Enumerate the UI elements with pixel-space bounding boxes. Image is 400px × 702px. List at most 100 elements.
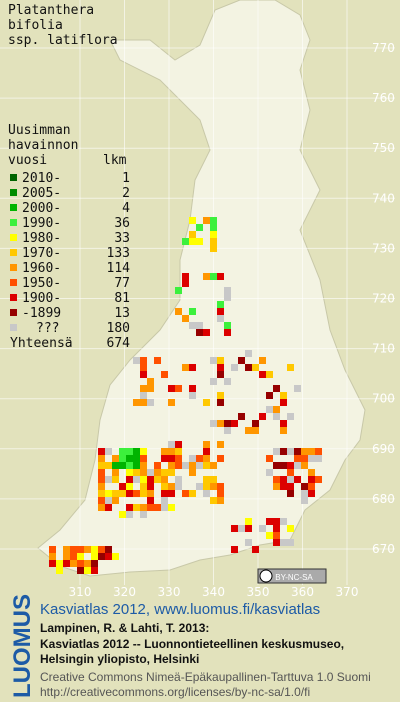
occurrence-square: [238, 525, 245, 532]
x-tick-label: 360: [291, 585, 314, 599]
occurrence-square: [280, 462, 287, 469]
license-text: Creative Commons Nimeä-Epäkaupallinen-Ta…: [40, 670, 371, 684]
legend-label: 1950-: [22, 276, 61, 291]
occurrence-square: [217, 483, 224, 490]
occurrence-square: [126, 511, 133, 518]
occurrence-square: [175, 455, 182, 462]
occurrence-square: [203, 483, 210, 490]
occurrence-square: [273, 385, 280, 392]
occurrence-square: [140, 392, 147, 399]
occurrence-square: [105, 448, 112, 455]
occurrence-square: [203, 217, 210, 224]
occurrence-square: [140, 448, 147, 455]
occurrence-square: [112, 476, 119, 483]
x-tick-label: 320: [113, 585, 136, 599]
occurrence-square: [287, 483, 294, 490]
occurrence-square: [273, 448, 280, 455]
occurrence-square: [217, 497, 224, 504]
legend-label: 1980-: [22, 231, 61, 246]
occurrence-square: [147, 378, 154, 385]
occurrence-square: [287, 490, 294, 497]
occurrence-square: [315, 448, 322, 455]
occurrence-square: [287, 539, 294, 546]
occurrence-square: [105, 462, 112, 469]
occurrence-square: [245, 518, 252, 525]
legend-count: 81: [114, 291, 130, 306]
occurrence-square: [210, 483, 217, 490]
occurrence-square: [91, 560, 98, 567]
legend-swatch: [10, 309, 17, 316]
occurrence-square: [301, 483, 308, 490]
legend-count: 114: [107, 261, 131, 276]
occurrence-square: [154, 476, 161, 483]
occurrence-square: [98, 455, 105, 462]
x-tick-label: 330: [158, 585, 181, 599]
species-title: Platanthera: [8, 3, 94, 18]
legend-count: 33: [114, 231, 130, 246]
occurrence-square: [273, 476, 280, 483]
occurrence-square: [266, 455, 273, 462]
occurrence-square: [196, 329, 203, 336]
x-tick-label: 370: [336, 585, 359, 599]
occurrence-square: [210, 357, 217, 364]
occurrence-square: [175, 448, 182, 455]
occurrence-square: [105, 497, 112, 504]
occurrence-square: [126, 462, 133, 469]
occurrence-square: [252, 420, 259, 427]
legend-label: 1990-: [22, 216, 61, 231]
occurrence-square: [189, 231, 196, 238]
occurrence-square: [245, 525, 252, 532]
occurrence-square: [224, 294, 231, 301]
occurrence-square: [63, 560, 70, 567]
occurrence-square: [140, 364, 147, 371]
occurrence-square: [168, 448, 175, 455]
x-tick-label: 350: [247, 585, 270, 599]
occurrence-square: [280, 539, 287, 546]
occurrence-square: [140, 399, 147, 406]
x-tick-label: 310: [69, 585, 92, 599]
occurrence-square: [308, 476, 315, 483]
occurrence-square: [126, 455, 133, 462]
occurrence-square: [189, 462, 196, 469]
occurrence-square: [203, 399, 210, 406]
occurrence-square: [217, 392, 224, 399]
occurrence-square: [98, 546, 105, 553]
occurrence-square: [210, 378, 217, 385]
occurrence-square: [112, 553, 119, 560]
occurrence-square: [217, 273, 224, 280]
occurrence-square: [273, 539, 280, 546]
occurrence-square: [266, 406, 273, 413]
occurrence-square: [217, 399, 224, 406]
occurrence-square: [294, 455, 301, 462]
occurrence-square: [273, 413, 280, 420]
occurrence-square: [259, 371, 266, 378]
occurrence-square: [147, 469, 154, 476]
occurrence-square: [98, 553, 105, 560]
legend-swatch: [10, 234, 17, 241]
occurrence-square: [161, 490, 168, 497]
occurrence-square: [154, 462, 161, 469]
occurrence-square: [133, 490, 140, 497]
occurrence-square: [112, 497, 119, 504]
occurrence-square: [315, 476, 322, 483]
occurrence-square: [168, 504, 175, 511]
occurrence-square: [161, 483, 168, 490]
occurrence-square: [49, 560, 56, 567]
occurrence-square: [294, 448, 301, 455]
occurrence-square: [77, 560, 84, 567]
occurrence-square: [294, 476, 301, 483]
occurrence-square: [168, 399, 175, 406]
legend: 2010- 1 2005- 2 2000- 4 1990- 36 1980- 33 1970- 133…: [10, 171, 130, 351]
legend-swatch: [10, 324, 17, 331]
credits-heading: Kasviatlas 2012, www.luomus.fi/kasviatla…: [40, 601, 320, 618]
occurrence-square: [168, 455, 175, 462]
occurrence-square: [196, 238, 203, 245]
occurrence-square: [259, 525, 266, 532]
occurrence-square: [308, 469, 315, 476]
occurrence-square: [189, 217, 196, 224]
occurrence-square: [245, 539, 252, 546]
citation: Kasviatlas 2012 -- Luonnontieteellinen k…: [40, 637, 344, 651]
occurrence-square: [301, 490, 308, 497]
occurrence-square: [196, 483, 203, 490]
occurrence-square: [84, 567, 91, 574]
